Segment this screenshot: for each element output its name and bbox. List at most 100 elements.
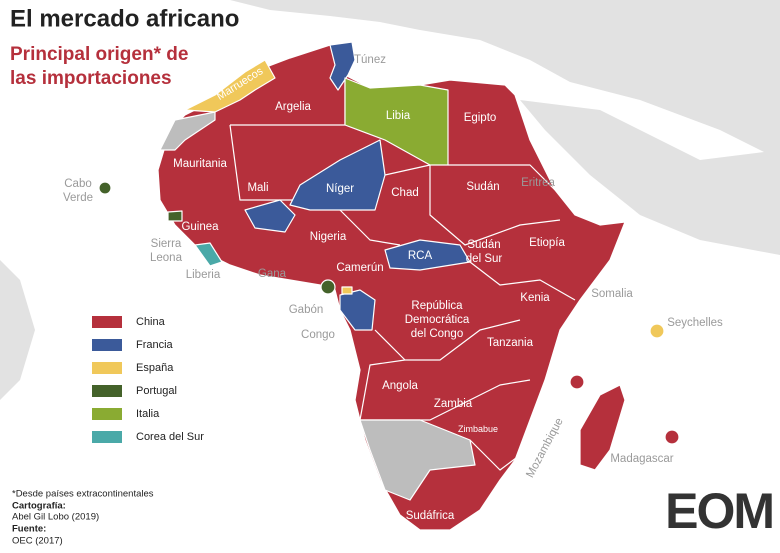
label-line: Kenia [520,292,550,304]
label-line: Guinea [181,221,219,233]
country-label: Mali [247,182,268,194]
label-line: Congo [301,329,335,341]
legend-swatch [92,362,122,374]
legend-label: Corea del Sur [136,431,204,443]
country-label: Madagascar [610,453,673,465]
morocco [184,59,276,113]
label-line: Zimbabue [458,424,498,434]
country-label: Níger [326,183,354,195]
country-label: Somalia [591,288,633,300]
legend-label: Italia [136,408,160,420]
label-line: Sudán [466,181,499,193]
country-label: Egipto [464,112,497,124]
country-label: Guinea [181,221,219,233]
country-label: Chad [391,187,419,199]
country-label: Zambia [434,398,473,410]
label-line: Leona [150,252,183,264]
country-label: Mauritania [173,158,227,170]
libya [344,77,449,166]
country-label: Cabo Verde [63,178,93,204]
mauritius [664,429,680,445]
label-line: Níger [326,183,354,195]
label-line: RCA [408,250,433,262]
label-line: del Congo [411,328,463,340]
country-label: RCA [408,250,433,262]
label-line: Angola [382,380,418,392]
label-line: Eritrea [521,177,555,189]
eq-guinea [341,286,353,295]
label-line: Gabón [289,304,324,316]
label-line: Sudán [467,239,500,251]
subtitle: Principal origen* de [10,44,188,65]
label-line: Túnez [354,54,386,66]
borders [469,261,576,301]
logo: EOM [665,483,773,539]
country-label: República Democrática del Congo [405,300,470,340]
label-line: Seychelles [667,317,723,329]
label-line: Madagascar [610,453,673,465]
niger [289,139,386,211]
country-label: Sudán [466,181,499,193]
borders [469,439,521,471]
label-line: República [411,300,463,312]
legend: China Francia España Portugal Italia Corea de… [92,316,204,443]
borders [384,164,561,246]
footnote: *Desde países extracontinentales [12,489,154,500]
country-label: Túnez [354,54,386,66]
western-sahara [159,111,216,151]
label-line: Camerún [336,262,383,274]
legend-label: Francia [136,339,174,351]
country-label: Zimbabue [458,424,498,434]
country-label: Angola [382,380,418,392]
country-label: Sudáfrica [406,510,455,522]
label-line: Liberia [186,269,221,281]
label-line: del Sur [466,253,503,265]
country-label: Tanzania [487,337,534,349]
americas [0,260,35,400]
legend-swatch [92,385,122,397]
country-label: Gabón [289,304,324,316]
cabo-verde [98,181,112,195]
gabon-congo [339,289,376,331]
europe [230,0,780,160]
label-line: Chad [391,187,419,199]
label-line: Democrática [405,314,470,326]
guinea-bissau [167,210,183,222]
legend-swatch [92,408,122,420]
source: OEC (2017) [12,536,63,547]
subtitle: las importaciones [10,68,172,89]
borders [448,164,556,191]
arabia [520,100,780,255]
label-line: Mali [247,182,268,194]
label-line: Gana [258,268,287,280]
legend-label: Portugal [136,385,177,397]
country-label: Eritrea [521,177,555,189]
seychelles [649,323,665,339]
label-line: Egipto [464,112,497,124]
cartography-label: Cartografía: [12,501,66,512]
legend-label: España [136,362,174,374]
madagascar [579,384,626,471]
tunisia [329,41,356,91]
legend-label: China [136,316,166,328]
label-line: Libia [386,110,411,122]
car [384,239,471,271]
legend-swatch [92,431,122,443]
southern-gray [359,419,476,501]
burkina-ivory [244,199,296,233]
source-label: Fuente: [12,524,46,535]
label-line: Argelia [275,101,311,113]
label-line: Nigeria [310,231,347,243]
country-label: Seychelles [667,317,723,329]
cartography: Abel Gil Lobo (2019) [12,512,99,523]
country-label: Etiopía [529,237,565,249]
country-label: Camerún [336,262,383,274]
comoros [569,374,585,390]
country-label: Liberia [186,269,221,281]
country-label: Libia [386,110,411,122]
label-line: Etiopía [529,237,565,249]
label-line: Sierra [151,238,182,250]
country-label: Sudán del Sur [466,239,503,265]
country-label: Argelia [275,101,311,113]
